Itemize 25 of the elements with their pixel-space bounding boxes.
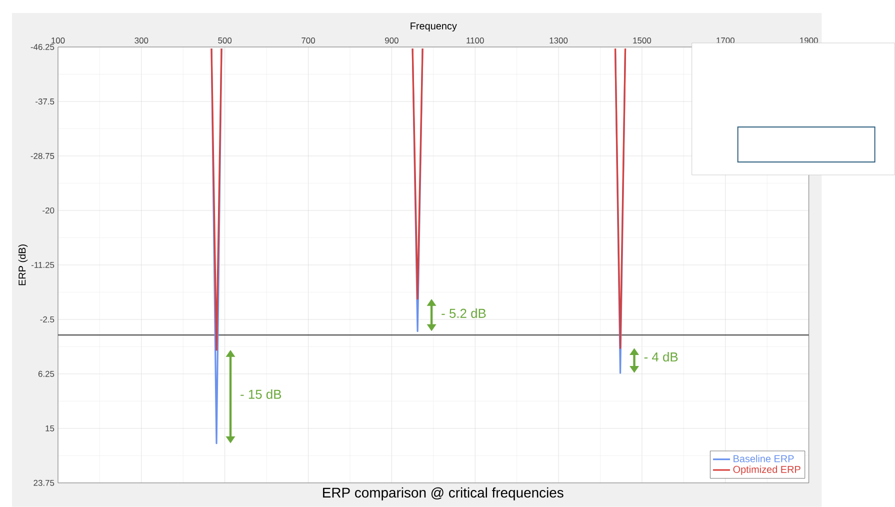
y-tick-label: -37.5 [36,98,54,105]
annotation: - 4 dB [644,352,678,362]
y-tick-label: -20 [42,208,54,214]
y-tick-label: -2.5 [40,316,54,322]
x-tick-label: 1300 [550,38,568,44]
text: ERP comparison @ critical frequencies [323,487,564,500]
x-tick-label: 100 [52,38,65,44]
y-tick-label: 6.25 [38,370,54,377]
y-axis-title: ERP (dB) [18,244,28,286]
x-tick-label: 500 [218,38,232,44]
legend-label: Optimized ERP [733,466,800,475]
x-tick-label: 1100 [466,38,484,44]
x-tick-label: 1500 [633,38,652,44]
x-tick-label: 900 [385,38,398,44]
annotation: - 15 dB [240,389,282,399]
y-tick-label: 15 [46,426,54,432]
legend-label: Baseline ERP [734,454,794,462]
x-axis-title: Frequency [410,22,457,32]
x-tick-label: 700 [302,38,315,44]
y-tick-label: -28.75 [30,153,54,160]
x-tick-label: 300 [134,38,148,44]
y-tick-label: 23.75 [34,480,54,486]
y-tick-label: -11.25 [31,262,54,268]
y-tick-label: -46.25 [30,44,54,50]
annotation: - 5.2 dB [442,308,486,318]
